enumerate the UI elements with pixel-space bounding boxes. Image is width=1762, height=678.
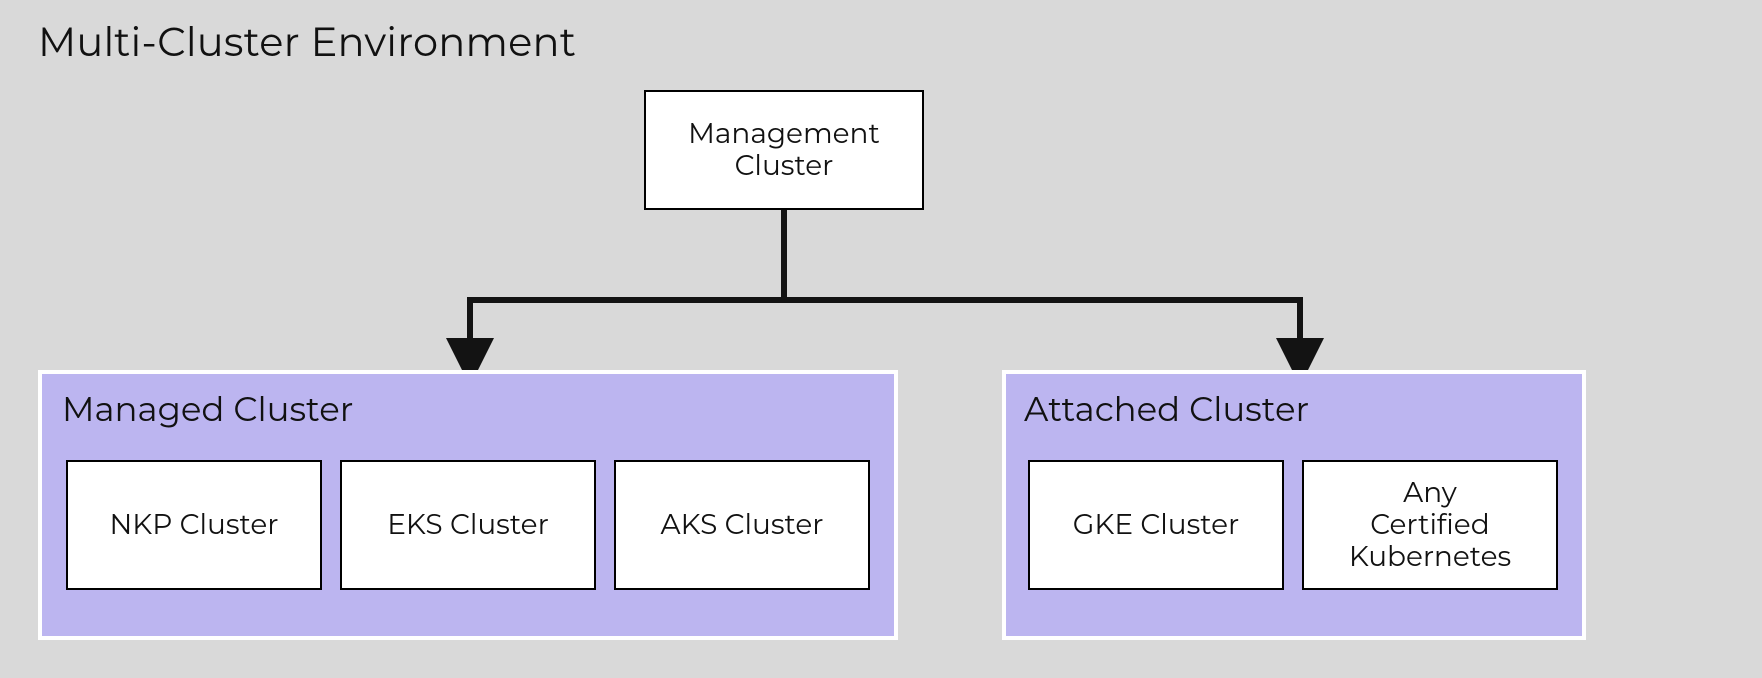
group-label-managed: Managed Cluster xyxy=(62,388,353,430)
node-attached-0: GKE Cluster xyxy=(1028,460,1284,590)
node-label: EKS Cluster xyxy=(387,509,549,541)
diagram-canvas: Multi-Cluster Environment ManagementClus… xyxy=(0,0,1762,678)
node-label: AKS Cluster xyxy=(661,509,824,541)
node-label: NKP Cluster xyxy=(110,509,279,541)
node-attached-1: AnyCertifiedKubernetes xyxy=(1302,460,1558,590)
node-label: GKE Cluster xyxy=(1073,509,1239,541)
node-managed-1: EKS Cluster xyxy=(340,460,596,590)
node-label: AnyCertifiedKubernetes xyxy=(1349,477,1511,574)
root-node-label: ManagementCluster xyxy=(688,118,880,182)
group-label-attached: Attached Cluster xyxy=(1024,388,1309,430)
root-node: ManagementCluster xyxy=(644,90,924,210)
node-managed-0: NKP Cluster xyxy=(66,460,322,590)
node-managed-2: AKS Cluster xyxy=(614,460,870,590)
